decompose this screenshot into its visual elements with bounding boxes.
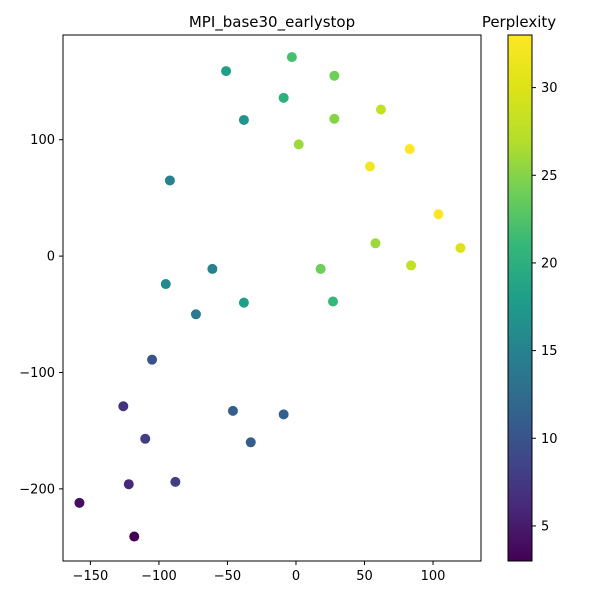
- y-tick-label: 0: [47, 250, 55, 265]
- data-point: [74, 497, 85, 508]
- data-point: [329, 70, 340, 81]
- data-point: [207, 263, 218, 274]
- data-point: [329, 113, 340, 124]
- x-axis: −150 −100 −50 0 50 100: [73, 561, 446, 584]
- colorbar-tick-label: 5: [541, 519, 549, 534]
- colorbar-tick-label: 30: [541, 81, 558, 96]
- data-point: [327, 296, 338, 307]
- data-point: [278, 409, 289, 420]
- x-tick-label: 100: [421, 569, 446, 584]
- data-point: [129, 531, 140, 542]
- x-tick-label: 50: [356, 569, 373, 584]
- x-tick-label: 0: [292, 569, 300, 584]
- colorbar-tick-label: 10: [541, 432, 558, 447]
- data-point: [245, 437, 256, 448]
- data-point: [278, 92, 289, 103]
- colorbar-gradient: [507, 34, 533, 562]
- plot-area: [74, 52, 466, 542]
- x-tick-label: −50: [214, 569, 241, 584]
- data-point: [147, 354, 158, 365]
- data-point: [238, 114, 249, 125]
- colorbar-label: Perplexity: [482, 13, 556, 31]
- colorbar-tick-label: 20: [541, 256, 558, 271]
- x-tick-label: −100: [141, 569, 177, 584]
- colorbar-tick-label: 25: [541, 169, 558, 184]
- x-tick-label: −150: [73, 569, 109, 584]
- y-tick-label: −200: [19, 482, 55, 497]
- data-point: [293, 139, 304, 150]
- data-point: [375, 104, 386, 115]
- data-point: [140, 433, 151, 444]
- colorbar-ticks: 5 10 15 20 25 30: [532, 81, 558, 534]
- data-point: [370, 238, 381, 249]
- data-point: [238, 297, 249, 308]
- colorbar-tick-label: 15: [541, 344, 558, 359]
- data-point: [164, 175, 175, 186]
- data-point: [455, 242, 466, 253]
- y-tick-label: −100: [19, 366, 55, 381]
- data-point: [190, 309, 201, 320]
- chart-title: MPI_base30_earlystop: [189, 13, 355, 32]
- data-point: [118, 401, 129, 412]
- data-point: [227, 405, 238, 416]
- data-point: [221, 66, 232, 77]
- data-point: [315, 263, 326, 274]
- data-point: [433, 209, 444, 220]
- y-tick-label: 100: [30, 133, 55, 148]
- data-point: [364, 161, 375, 172]
- plot-frame: [62, 34, 482, 562]
- colorbar: Perplexity 5 10 15 20 25 30: [482, 13, 558, 562]
- data-point: [123, 479, 134, 490]
- data-point: [406, 260, 417, 271]
- y-axis: −200 −100 0 100: [19, 133, 63, 497]
- data-point: [286, 52, 297, 63]
- data-point: [160, 279, 171, 290]
- data-point: [170, 476, 181, 487]
- data-point: [404, 144, 415, 155]
